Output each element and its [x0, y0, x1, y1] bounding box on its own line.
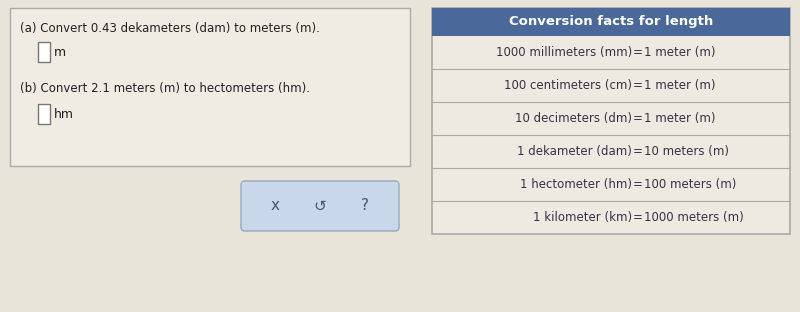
Text: Conversion facts for length: Conversion facts for length — [509, 16, 713, 28]
Text: ↺: ↺ — [314, 198, 326, 213]
Text: =: = — [633, 211, 642, 224]
Text: hm: hm — [54, 108, 74, 120]
FancyBboxPatch shape — [432, 8, 790, 234]
Text: 100 centimeters (cm): 100 centimeters (cm) — [504, 79, 632, 92]
Text: 10 decimeters (dm): 10 decimeters (dm) — [515, 112, 632, 125]
Text: 100 meters (m): 100 meters (m) — [644, 178, 736, 191]
FancyBboxPatch shape — [241, 181, 399, 231]
FancyBboxPatch shape — [10, 8, 410, 166]
FancyBboxPatch shape — [38, 104, 50, 124]
Text: =: = — [633, 112, 642, 125]
Text: 1 meter (m): 1 meter (m) — [644, 79, 715, 92]
FancyBboxPatch shape — [432, 8, 790, 36]
Text: =: = — [633, 79, 642, 92]
Text: (b) Convert 2.1 meters (m) to hectometers (hm).: (b) Convert 2.1 meters (m) to hectometer… — [20, 82, 310, 95]
Text: 1 meter (m): 1 meter (m) — [644, 46, 715, 59]
Text: 1 hectometer (hm): 1 hectometer (hm) — [520, 178, 632, 191]
Text: =: = — [633, 145, 642, 158]
Text: (a) Convert 0.43 dekameters (dam) to meters (m).: (a) Convert 0.43 dekameters (dam) to met… — [20, 22, 320, 35]
Text: 1000 millimeters (mm): 1000 millimeters (mm) — [496, 46, 632, 59]
Text: 1000 meters (m): 1000 meters (m) — [644, 211, 744, 224]
Text: 1 dekameter (dam): 1 dekameter (dam) — [517, 145, 632, 158]
Text: x: x — [270, 198, 279, 213]
Text: 1 meter (m): 1 meter (m) — [644, 112, 715, 125]
Text: =: = — [633, 178, 642, 191]
Text: 10 meters (m): 10 meters (m) — [644, 145, 729, 158]
Text: 1 kilometer (km): 1 kilometer (km) — [533, 211, 632, 224]
Text: =: = — [633, 46, 642, 59]
Text: ?: ? — [361, 198, 369, 213]
FancyBboxPatch shape — [38, 42, 50, 62]
Text: m: m — [54, 46, 66, 59]
